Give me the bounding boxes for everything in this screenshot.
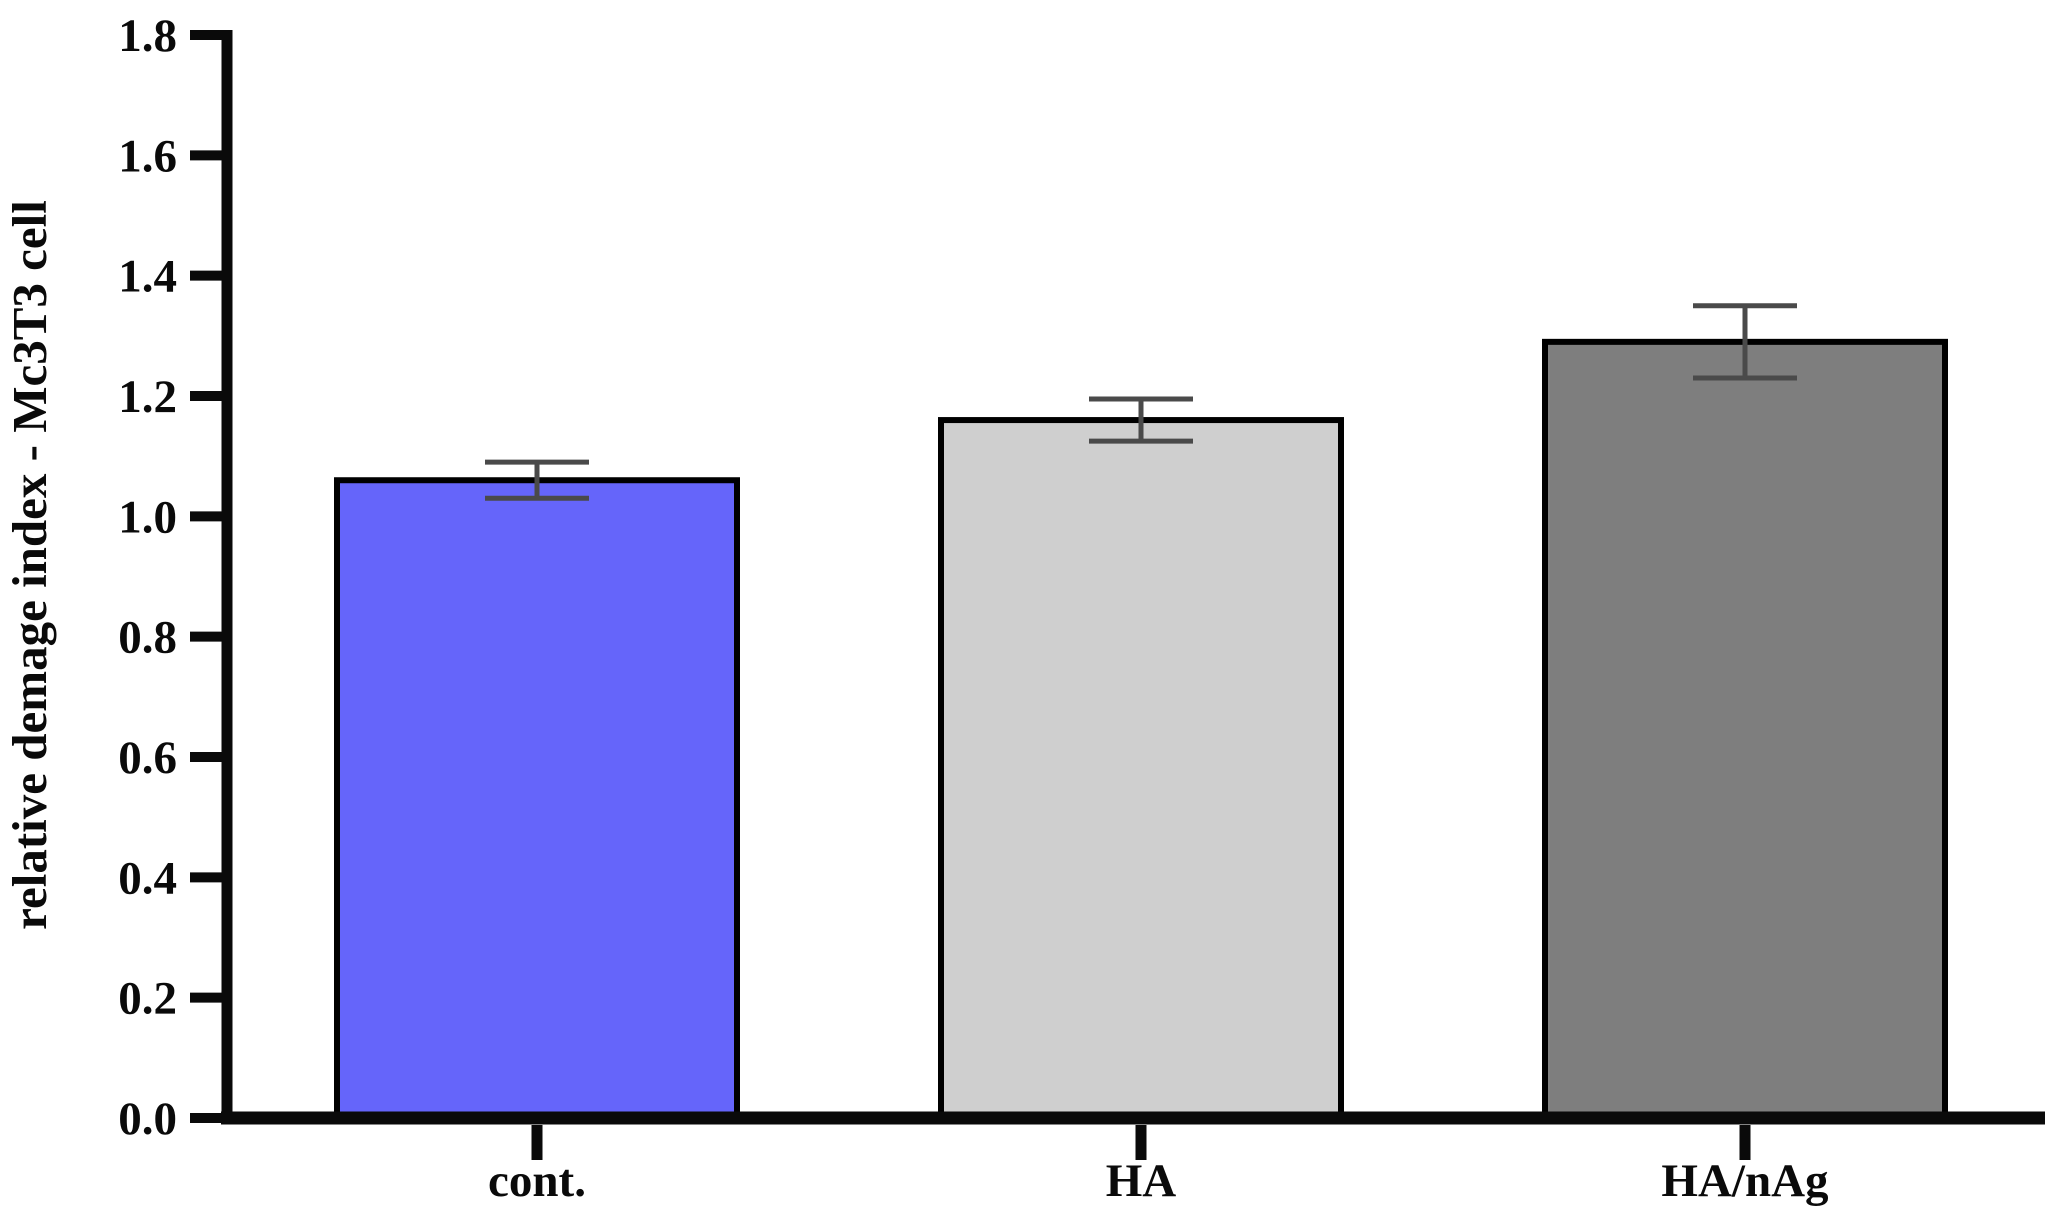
x-category-label: HA — [1106, 1155, 1177, 1207]
y-tick-label: 1.4 — [118, 251, 177, 303]
y-tick-label: 0.8 — [118, 612, 177, 664]
bar-ha-nag — [1542, 338, 1948, 1122]
x-category-label: cont. — [488, 1155, 586, 1207]
y-tick-label: 0.6 — [118, 732, 177, 784]
bar-ha — [938, 417, 1344, 1122]
y-tick-label: 1.8 — [118, 10, 177, 62]
y-tick-label: 0.0 — [118, 1093, 177, 1145]
y-tick-label: 1.0 — [118, 491, 177, 543]
y-tick-label: 1.6 — [118, 130, 177, 182]
y-tick-label: 0.4 — [118, 852, 177, 904]
bar-cont- — [334, 477, 740, 1121]
y-tick-label: 0.2 — [118, 973, 177, 1025]
x-category-label: HA/nAg — [1661, 1155, 1829, 1207]
y-axis-label: relative demage index - Mc3T3 cell — [2, 200, 57, 930]
y-tick-label: 1.2 — [118, 371, 177, 423]
